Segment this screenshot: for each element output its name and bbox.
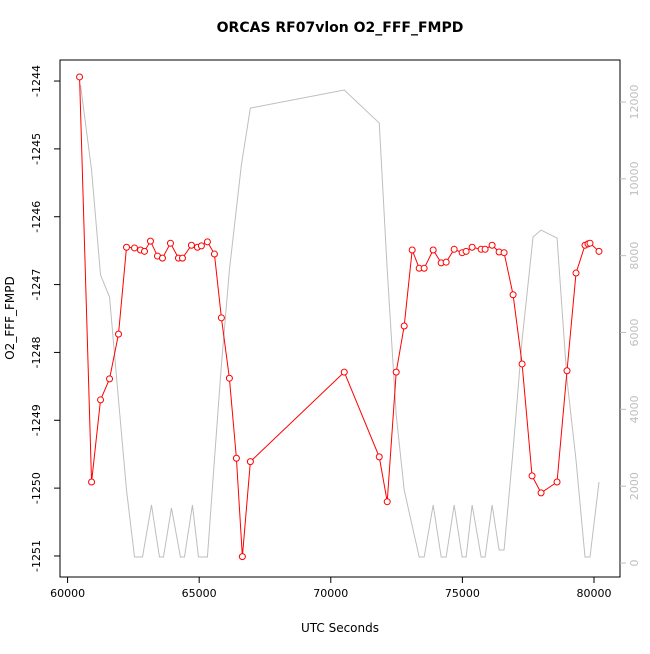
point <box>166 239 174 247</box>
y-tick-label: -1246 <box>30 201 43 233</box>
point <box>123 243 131 251</box>
x-tick-label: 65000 <box>182 587 217 600</box>
x-axis-label: UTC Seconds <box>301 621 379 635</box>
point <box>225 374 233 382</box>
y2-tick-label: 12000 <box>628 84 641 119</box>
point <box>572 269 580 277</box>
y2-tick-label: 10000 <box>628 161 641 196</box>
point <box>178 254 186 262</box>
point <box>146 237 154 245</box>
x-tick-label: 60000 <box>50 587 85 600</box>
point <box>488 241 496 249</box>
y2-tick-label: 6000 <box>628 319 641 347</box>
point <box>210 250 218 258</box>
y2-tick-label: 4000 <box>628 395 641 423</box>
y-axis-label: O2_FFF_FMPD <box>3 276 17 360</box>
point <box>232 454 240 462</box>
point <box>442 258 450 266</box>
y-tick-label: -1251 <box>30 540 43 572</box>
point <box>131 244 139 252</box>
y2-tick-label: 8000 <box>628 242 641 270</box>
point <box>468 243 476 251</box>
y-tick-label: -1248 <box>30 336 43 368</box>
y-tick-label: -1249 <box>30 404 43 436</box>
point <box>481 245 489 253</box>
point <box>563 367 571 375</box>
point <box>238 553 246 561</box>
plot-box <box>59 59 621 578</box>
point <box>340 368 348 376</box>
point <box>375 453 383 461</box>
point <box>76 73 84 81</box>
point <box>500 249 508 257</box>
y-tick-label: -1250 <box>30 472 43 504</box>
point <box>106 375 114 383</box>
point <box>400 322 408 330</box>
series-line <box>80 84 600 558</box>
y-tick-label: -1247 <box>30 269 43 301</box>
point <box>88 478 96 486</box>
point <box>420 264 428 272</box>
x-tick-label: 80000 <box>576 587 611 600</box>
y-tick-label: -1245 <box>30 133 43 165</box>
point <box>537 489 545 497</box>
x-tick-label: 70000 <box>313 587 348 600</box>
point <box>450 245 458 253</box>
point <box>158 254 166 262</box>
point <box>553 478 561 486</box>
point <box>140 247 148 255</box>
point <box>408 246 416 254</box>
point <box>392 368 400 376</box>
point <box>217 314 225 322</box>
point <box>586 239 594 247</box>
y-tick-label: -1244 <box>30 65 43 97</box>
y2-tick-label: 2000 <box>628 472 641 500</box>
point <box>429 246 437 254</box>
point <box>509 291 517 299</box>
point <box>197 242 205 250</box>
chart-title: ORCAS RF07vlon O2_FFF_FMPD <box>217 20 464 36</box>
y2-tick-label: 0 <box>628 560 641 567</box>
point <box>518 360 526 368</box>
x-tick-label: 75000 <box>445 587 480 600</box>
point <box>528 472 536 480</box>
point <box>97 396 105 404</box>
point <box>246 458 254 466</box>
point <box>187 241 195 249</box>
point <box>595 247 603 255</box>
point <box>462 247 470 255</box>
point <box>383 498 391 506</box>
point <box>203 238 211 246</box>
point <box>115 330 123 338</box>
